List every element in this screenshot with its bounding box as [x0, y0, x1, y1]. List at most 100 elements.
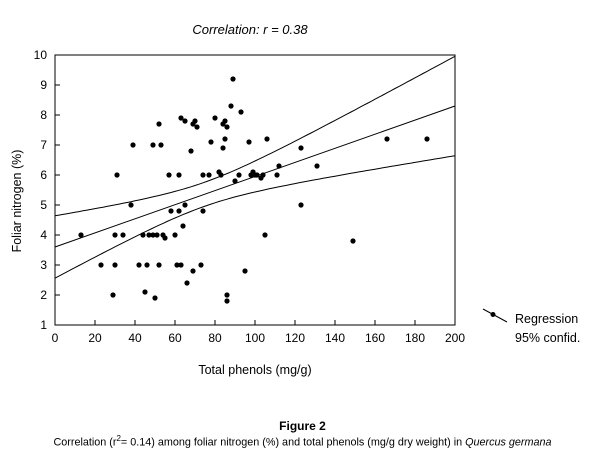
data-point	[274, 172, 280, 178]
x-tick-label: 120	[285, 331, 305, 345]
data-point	[158, 142, 164, 148]
data-point	[212, 115, 218, 121]
data-point	[178, 115, 184, 121]
data-point	[200, 172, 206, 178]
y-tick-label: 5	[40, 198, 47, 212]
data-point	[276, 163, 282, 169]
plot-area-frame	[54, 54, 456, 326]
data-point	[146, 232, 152, 238]
chart-title: Correlation: r = 0.38	[192, 22, 308, 37]
data-point	[224, 124, 230, 130]
data-point	[424, 136, 430, 142]
legend: Regression 95% confid.	[482, 308, 580, 345]
data-point	[224, 292, 230, 298]
data-point	[182, 202, 188, 208]
data-point	[140, 232, 146, 238]
data-point	[236, 172, 242, 178]
data-point	[150, 232, 156, 238]
lower-confidence-band	[54, 155, 456, 279]
data-point	[156, 262, 162, 268]
data-point	[190, 268, 196, 274]
data-point	[350, 238, 356, 244]
data-point	[156, 121, 162, 127]
y-tick-label: 9	[40, 78, 47, 92]
data-point	[298, 145, 304, 151]
caption-text-middle: = 0.14) among foliar nitrogen (%) and to…	[120, 436, 466, 449]
upper-confidence-band	[54, 55, 456, 217]
x-tick-label: 0	[52, 331, 59, 345]
y-axis: 1 2 3 4 5 6 7 8 9 10	[34, 48, 60, 332]
x-tick-label: 60	[168, 331, 182, 345]
y-tick-label: 1	[40, 318, 47, 332]
data-point	[112, 232, 118, 238]
data-point	[184, 280, 190, 286]
data-point	[130, 142, 136, 148]
data-point	[192, 118, 198, 124]
data-point	[172, 232, 178, 238]
x-axis-label: Total phenols (mg/g)	[198, 363, 311, 377]
data-point	[98, 262, 104, 268]
caption-superscript: 2	[116, 434, 121, 443]
figure-caption: Correlation (r2= 0.14) among foliar nitr…	[0, 434, 605, 449]
data-point	[298, 202, 304, 208]
data-point	[162, 235, 168, 241]
data-point	[228, 103, 234, 109]
x-tick-label: 40	[128, 331, 142, 345]
data-point	[260, 172, 266, 178]
data-point	[112, 262, 118, 268]
legend-confidence-label: 95% confid.	[515, 331, 580, 345]
data-point	[254, 172, 260, 178]
data-point	[174, 262, 180, 268]
data-point	[166, 172, 172, 178]
y-tick-label: 10	[34, 48, 48, 62]
x-tick-label: 180	[405, 331, 425, 345]
data-point	[220, 145, 226, 151]
data-point	[168, 208, 174, 214]
data-point	[136, 262, 142, 268]
x-tick-label: 80	[208, 331, 222, 345]
data-point	[144, 262, 150, 268]
data-point	[178, 262, 184, 268]
data-point	[114, 172, 120, 178]
data-point	[238, 109, 244, 115]
data-point	[200, 208, 206, 214]
data-point	[246, 139, 252, 145]
caption-text-start: Correlation (r	[53, 436, 117, 449]
y-tick-label: 2	[40, 288, 47, 302]
data-point	[222, 136, 228, 142]
data-point	[180, 223, 186, 229]
y-tick-label: 7	[40, 138, 47, 152]
data-point	[188, 148, 194, 154]
data-point	[232, 178, 238, 184]
data-point	[176, 172, 182, 178]
y-axis-label: Foliar nitrogen (%)	[10, 150, 24, 253]
caption-species: Quercus germana	[465, 436, 552, 449]
data-point	[78, 232, 84, 238]
data-point	[198, 262, 204, 268]
x-tick-label: 200	[445, 331, 465, 345]
data-point	[230, 76, 236, 82]
data-point	[222, 118, 228, 124]
x-axis: 0 20 40 60 80 100 120 140 160 180 200	[52, 320, 465, 345]
data-point	[384, 136, 390, 142]
figure-label: Figure 2	[279, 419, 326, 433]
data-point	[176, 208, 182, 214]
data-point	[152, 295, 158, 301]
x-tick-label: 160	[365, 331, 385, 345]
y-tick-label: 6	[40, 168, 47, 182]
data-point	[154, 232, 160, 238]
data-point	[142, 289, 148, 295]
x-tick-label: 100	[245, 331, 265, 345]
confidence-bands	[54, 55, 456, 279]
data-point	[208, 139, 214, 145]
data-point	[262, 232, 268, 238]
y-tick-label: 3	[40, 258, 47, 272]
legend-regression-label: Regression	[515, 312, 578, 326]
legend-point-marker	[490, 312, 496, 317]
data-point	[150, 142, 156, 148]
y-tick-label: 8	[40, 108, 47, 122]
x-tick-label: 20	[88, 331, 102, 345]
data-point	[264, 136, 270, 142]
data-points	[78, 76, 430, 304]
data-point	[218, 172, 224, 178]
